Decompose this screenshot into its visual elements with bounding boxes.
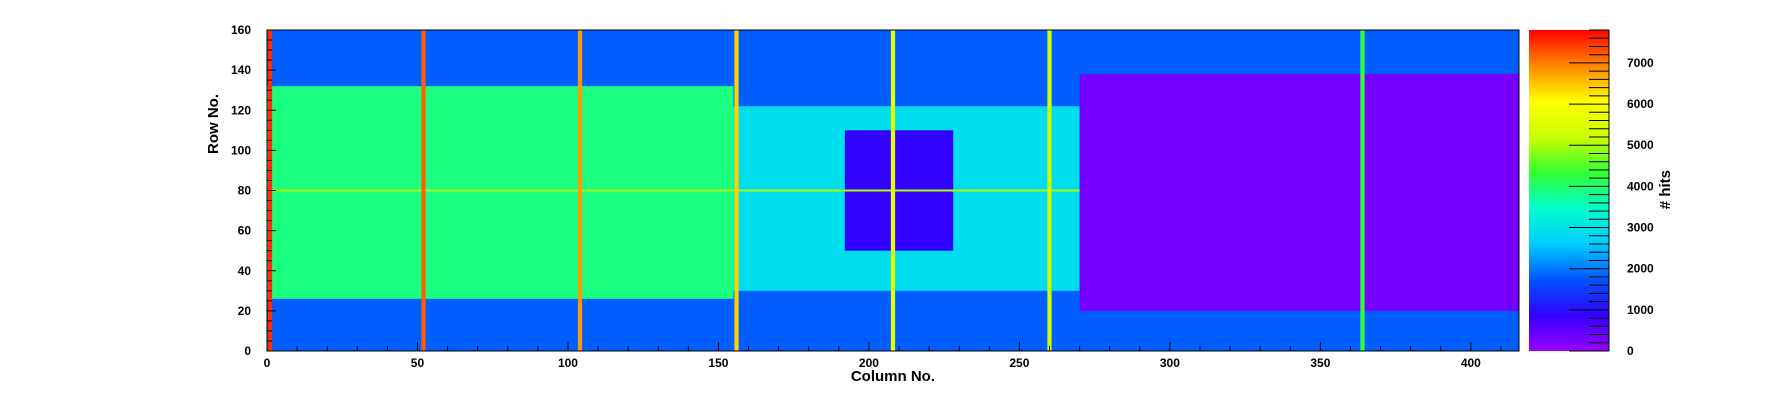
color-scale-tick-label: 0: [1627, 344, 1634, 358]
color-scale-bar: [1529, 30, 1609, 351]
hot-column: [421, 30, 426, 351]
color-scale-tick-label: 1000: [1627, 303, 1654, 317]
color-scale-axis: 0 1000 2000 3000 4000 5000 6000 7000: [1569, 29, 1654, 358]
x-axis-title: Column No.: [851, 368, 935, 385]
y-tick-label: 160: [231, 23, 251, 37]
x-tick-label: 0: [264, 356, 271, 370]
y-tick-label: 100: [231, 143, 251, 157]
y-tick-label: 80: [238, 184, 252, 198]
hot-column: [1047, 30, 1052, 351]
x-tick-label: 350: [1310, 356, 1330, 370]
color-scale-tick-label: 4000: [1627, 179, 1654, 193]
y-tick-label: 140: [231, 63, 251, 77]
x-tick-label: 300: [1160, 356, 1180, 370]
x-tick-label: 100: [558, 356, 578, 370]
hot-row: [267, 189, 1080, 192]
x-tick-label: 200: [859, 356, 879, 370]
color-scale-tick-label: 5000: [1627, 138, 1654, 152]
y-tick-label: 40: [238, 264, 252, 278]
color-scale-tick-label: 3000: [1627, 221, 1654, 235]
y-axis: 0 20 40 60 80 100 120 140 160: [231, 23, 276, 358]
x-tick-label: 250: [1009, 356, 1029, 370]
hot-column: [577, 30, 583, 351]
hot-column: [890, 30, 896, 351]
y-tick-label: 120: [231, 103, 251, 117]
color-scale-tick-label: 2000: [1627, 262, 1654, 276]
y-tick-label: 0: [244, 344, 251, 358]
heatmap-cells: [267, 30, 1519, 351]
x-tick-label: 400: [1461, 356, 1481, 370]
x-tick-label: 50: [411, 356, 425, 370]
hot-column: [1360, 30, 1365, 351]
color-scale-tick-label: 7000: [1627, 56, 1654, 70]
y-axis-title: Row No.: [205, 94, 222, 154]
heatmap-region: [1079, 74, 1519, 311]
hot-column: [734, 30, 739, 351]
heatmap-region: [267, 86, 734, 299]
color-scale-title: # hits: [1657, 170, 1674, 209]
x-tick-label: 150: [708, 356, 728, 370]
y-tick-label: 20: [238, 304, 252, 318]
y-tick-label: 60: [238, 224, 252, 238]
color-scale-tick-label: 6000: [1627, 97, 1654, 111]
